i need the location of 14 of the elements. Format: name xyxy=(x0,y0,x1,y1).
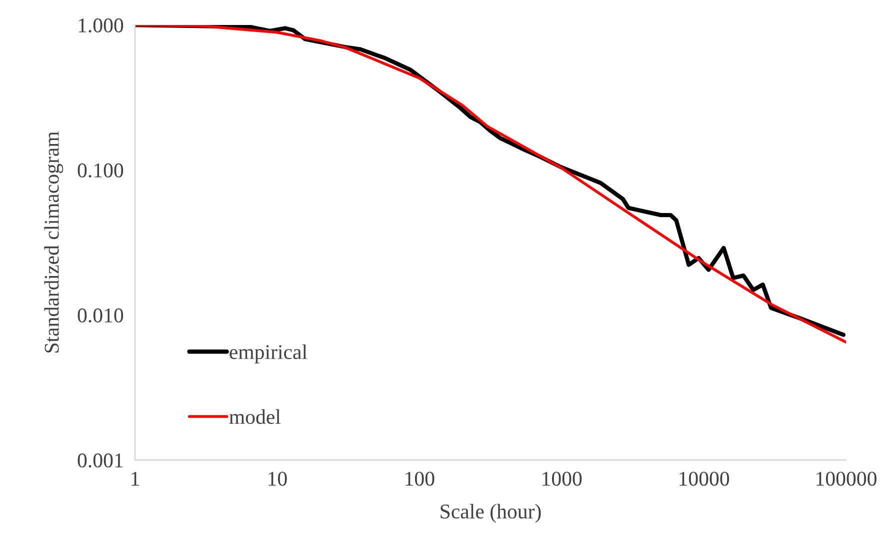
x-tick-label: 1 xyxy=(132,472,139,486)
x-tick-label: 100000 xyxy=(816,472,876,486)
x-axis-title: Scale (hour) xyxy=(440,504,541,523)
x-tick-label: 1000 xyxy=(542,472,582,486)
legend-label: empirical xyxy=(230,344,308,364)
x-tick-label: 100 xyxy=(406,472,434,486)
x-tick-label: 10000 xyxy=(680,472,730,486)
y-tick-label: 0.100 xyxy=(78,163,124,178)
x-tick-label: 10 xyxy=(268,472,287,486)
y-axis-title: Standardized climacogram xyxy=(44,131,64,352)
y-tick-label: 1.000 xyxy=(78,18,124,33)
y-tick-label: 0.001 xyxy=(78,453,123,468)
y-tick-label: 0.010 xyxy=(78,308,124,323)
legend-label: model xyxy=(229,409,281,424)
